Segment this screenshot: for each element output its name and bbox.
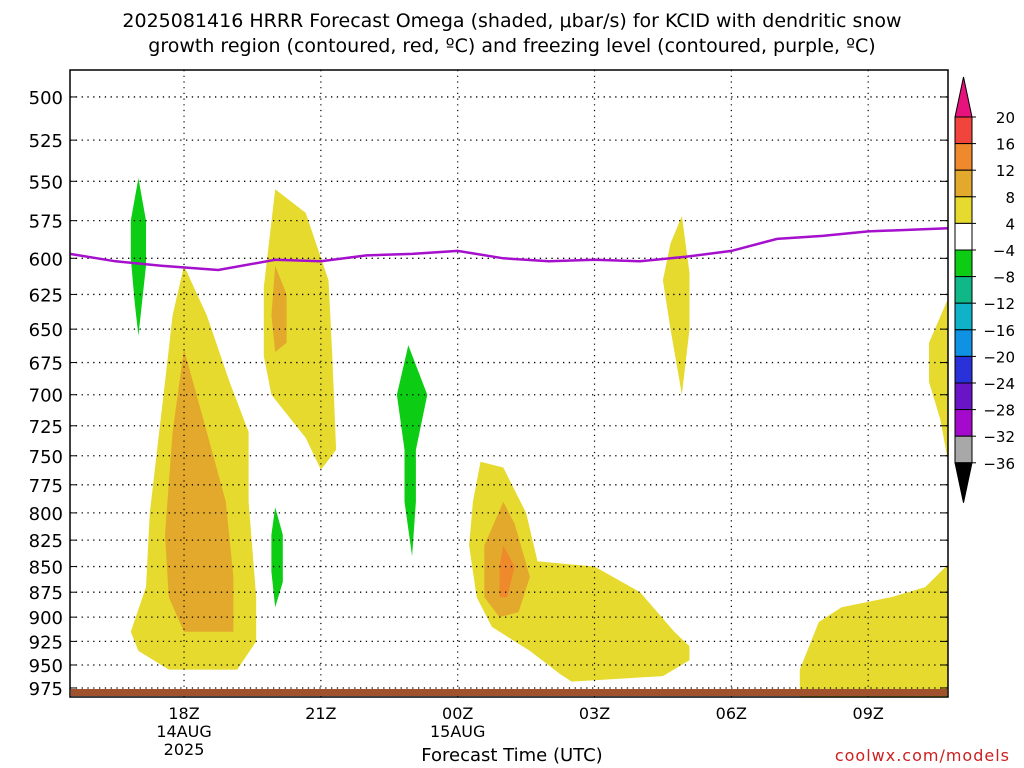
colorbar-top-arrow [954, 76, 973, 118]
x-tick-date-label: 14AUG [156, 722, 211, 741]
plot-frame [69, 69, 949, 698]
x-tick-label: 00Z [442, 704, 473, 723]
y-tick-label: 900 [29, 608, 63, 629]
colorbar-segment [954, 355, 973, 384]
x-tick-label: 06Z [716, 704, 747, 723]
x-tick-label: 18Z [168, 704, 199, 723]
colorbar-segment [954, 276, 973, 304]
colorbar-segment [954, 196, 973, 224]
colorbar-label: 12 [996, 162, 1015, 180]
y-tick-label: 825 [29, 531, 63, 552]
y-tick-label: 625 [29, 285, 63, 306]
y-tick-label: 725 [29, 417, 63, 438]
colorbar-label: −24 [983, 375, 1015, 393]
colorbar-label: −20 [983, 348, 1015, 366]
colorbar-label: −28 [983, 402, 1015, 420]
y-tick-label: 800 [29, 504, 63, 525]
y-tick-label: 550 [29, 172, 63, 193]
y-tick-label: 975 [29, 679, 63, 700]
ground-strip [71, 689, 947, 696]
colorbar-segment [954, 435, 973, 464]
y-tick-label: 700 [29, 386, 63, 407]
x-tick-label: 09Z [853, 704, 884, 723]
omega-region-6 [499, 545, 515, 598]
omega-region-1 [165, 349, 234, 632]
omega-region-10 [130, 178, 146, 336]
omega-region-9 [799, 564, 948, 697]
y-tick-label: 950 [29, 656, 63, 677]
omega-region-11 [271, 507, 283, 608]
colorbar-segment [954, 222, 973, 251]
freezing-level-line [69, 227, 949, 272]
contour-lines-layer [69, 227, 949, 272]
x-tick-date-label: 2025 [164, 740, 205, 759]
colorbar-segment [954, 116, 973, 145]
y-tick-label: 925 [29, 632, 63, 653]
omega-region-8 [929, 298, 948, 462]
x-tick-label: 03Z [579, 704, 610, 723]
y-tick-label: 500 [29, 88, 63, 109]
colorbar-label: −32 [983, 428, 1015, 446]
y-tick-label: 600 [29, 249, 63, 270]
y-tick-label: 775 [29, 476, 63, 497]
colorbar-segment [954, 302, 973, 331]
colorbar-segment [954, 169, 973, 198]
x-tick-date-label: 15AUG [430, 722, 485, 741]
colorbar-label: 16 [996, 136, 1015, 154]
colorbar: 20 16 12 8 4 −4 −8 −12 −16 −20 −24 −28 −32 −36 [954, 76, 1015, 503]
y-tick-label: 575 [29, 212, 63, 233]
omega-region-3 [271, 265, 287, 352]
y-tick-label: 650 [29, 320, 63, 341]
y-tick-label: 675 [29, 354, 63, 375]
grid-lines [70, 70, 948, 697]
colorbar-segment [954, 143, 973, 171]
x-axis-label: Forecast Time (UTC) [421, 745, 603, 766]
colorbar-label: 4 [1005, 215, 1015, 233]
y-tick-label: 525 [29, 131, 63, 152]
omega-region-7 [662, 216, 690, 395]
x-tick-label: 21Z [305, 704, 336, 723]
colorbar-label: 20 [996, 109, 1015, 127]
omega-region-4 [469, 461, 690, 682]
colorbar-label: −8 [993, 269, 1015, 287]
colorbar-segment [954, 329, 973, 357]
colorbar-segment [954, 409, 973, 437]
colorbar-label: −36 [983, 455, 1015, 473]
colorbar-label: −12 [983, 295, 1015, 313]
colorbar-label: −16 [983, 322, 1015, 340]
colorbar-label: 8 [1005, 189, 1015, 207]
colorbar-bottom-arrow [954, 462, 973, 503]
y-tick-label: 875 [29, 583, 63, 604]
colorbar-segment [954, 249, 973, 278]
omega-shading-layer [130, 178, 948, 697]
y-tick-label: 750 [29, 447, 63, 468]
chart-title-line1: 2025081416 HRRR Forecast Omega (shaded, … [122, 10, 902, 32]
colorbar-segment [954, 382, 973, 411]
y-tick-label: 850 [29, 558, 63, 579]
omega-region-12 [396, 345, 428, 557]
source-watermark: coolwx.com/models [834, 746, 1010, 765]
chart-title-line2: growth region (contoured, red, ºC) and f… [148, 35, 876, 57]
axes-layer: 500 525 550 575 600 625 650 675 700 725 750 775 800 8… [29, 69, 949, 759]
colorbar-label: −4 [993, 242, 1015, 260]
